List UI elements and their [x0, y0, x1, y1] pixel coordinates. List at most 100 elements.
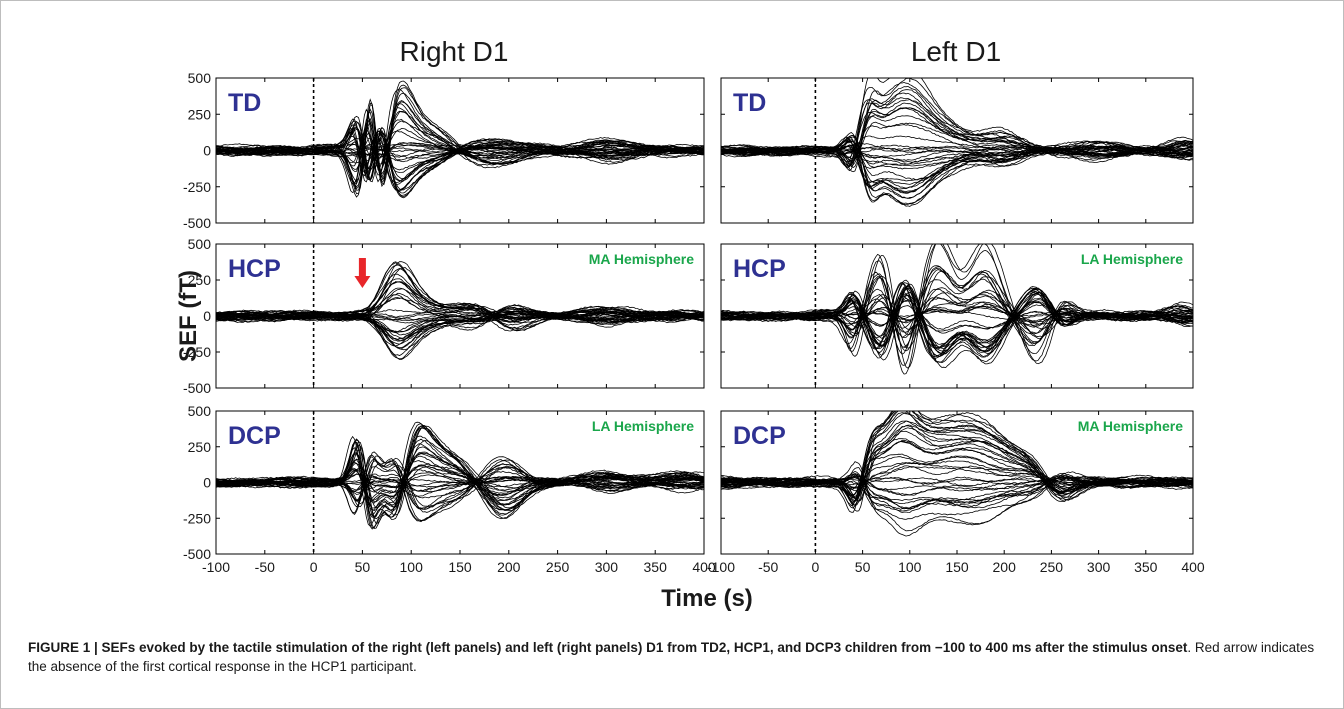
red-arrow-icon — [354, 258, 371, 288]
series-line — [216, 435, 704, 516]
series-line — [721, 136, 1193, 199]
x-tick-label: 200 — [497, 559, 521, 575]
series-line — [721, 148, 1193, 163]
group-label-dcp: DCP — [228, 422, 281, 450]
x-tick-label: 300 — [1087, 559, 1111, 575]
y-tick-label: 250 — [188, 272, 212, 288]
x-tick-label: 50 — [355, 559, 371, 575]
series-line — [721, 412, 1193, 504]
y-tick-label: 500 — [188, 236, 212, 252]
series-line — [216, 288, 704, 323]
series-line — [721, 97, 1193, 167]
waveform-traces — [216, 80, 704, 199]
x-tick-label: 350 — [1134, 559, 1158, 575]
series-line — [216, 92, 704, 190]
x-tick-label: -100 — [202, 559, 230, 575]
group-label-td: TD — [733, 89, 766, 117]
caption-rest: . Red arrow indicates the absence of the… — [28, 640, 1315, 674]
y-tick-label: 0 — [203, 143, 211, 159]
y-tick-label: -500 — [183, 215, 211, 231]
waveform-traces — [721, 244, 1193, 375]
y-tick-label: 500 — [188, 70, 212, 86]
hemisphere-label: LA Hemisphere — [592, 418, 694, 434]
series-line — [216, 278, 704, 319]
series-line — [721, 453, 1193, 490]
series-line — [216, 427, 704, 518]
group-label-hcp: HCP — [228, 255, 281, 283]
y-tick-label: -250 — [183, 344, 211, 360]
series-line — [721, 424, 1193, 502]
series-line — [216, 84, 704, 191]
series-line — [216, 126, 704, 194]
y-tick-label: -250 — [183, 179, 211, 195]
y-tick-label: 0 — [203, 475, 211, 491]
x-tick-label: -100 — [707, 559, 735, 575]
series-line — [216, 110, 704, 182]
series-line — [216, 118, 704, 169]
hemisphere-label: LA Hemisphere — [1081, 251, 1183, 267]
series-line — [216, 261, 704, 332]
y-axis-label: SEF (fT) — [175, 270, 202, 362]
series-line — [216, 464, 704, 501]
series-line — [216, 128, 704, 180]
group-label-dcp: DCP — [733, 422, 786, 450]
series-line — [721, 287, 1193, 364]
series-line — [216, 455, 704, 513]
series-line — [216, 454, 704, 522]
waveform-traces — [721, 411, 1193, 537]
y-tick-label: 500 — [188, 403, 212, 419]
series-line — [216, 103, 704, 184]
x-tick-label: 300 — [595, 559, 619, 575]
series-line — [721, 420, 1193, 503]
column-title-right-d1: Right D1 — [400, 36, 509, 67]
series-line — [216, 127, 704, 182]
series-line — [216, 122, 704, 198]
series-line — [216, 131, 704, 183]
series-line — [216, 311, 704, 324]
column-title-left-d1: Left D1 — [911, 36, 1001, 67]
hemisphere-label: MA Hemisphere — [589, 251, 695, 267]
series-line — [721, 144, 1193, 155]
series-line — [216, 426, 704, 520]
waveform-traces — [216, 261, 704, 360]
y-tick-label: -250 — [183, 510, 211, 526]
series-line — [216, 311, 704, 342]
x-tick-label: 0 — [310, 559, 318, 575]
figure-caption: FIGURE 1 | SEFs evoked by the tactile st… — [28, 638, 1328, 676]
x-tick-label: 250 — [546, 559, 570, 575]
x-tick-label: -50 — [255, 559, 275, 575]
series-line — [721, 283, 1193, 369]
x-axis-label: Time (s) — [661, 585, 753, 612]
y-tick-label: -500 — [183, 546, 211, 562]
waveform-traces — [721, 78, 1193, 207]
y-tick-label: 250 — [188, 106, 212, 122]
series-line — [216, 87, 704, 195]
series-line — [216, 297, 704, 319]
x-tick-label: 250 — [1040, 559, 1064, 575]
x-tick-label: 150 — [945, 559, 969, 575]
series-line — [721, 460, 1193, 490]
waveform-traces — [216, 421, 704, 530]
series-line — [216, 309, 704, 321]
series-line — [216, 120, 704, 170]
series-line — [721, 286, 1193, 358]
series-line — [216, 120, 704, 196]
x-tick-label: 50 — [855, 559, 871, 575]
x-tick-label: 400 — [1181, 559, 1205, 575]
x-tick-label: 0 — [812, 559, 820, 575]
x-tick-label: 350 — [644, 559, 668, 575]
x-tick-label: 150 — [448, 559, 472, 575]
series-line — [216, 88, 704, 193]
series-line — [721, 266, 1193, 348]
caption-lead: FIGURE 1 | SEFs evoked by the tactile st… — [28, 640, 1188, 655]
y-tick-label: -500 — [183, 380, 211, 396]
hemisphere-label: MA Hemisphere — [1078, 418, 1184, 434]
series-line — [216, 281, 704, 322]
series-line — [721, 430, 1193, 503]
x-tick-label: 100 — [898, 559, 922, 575]
x-tick-label: 400 — [692, 559, 716, 575]
group-label-hcp: HCP — [733, 255, 786, 283]
series-line — [721, 279, 1193, 363]
series-line — [721, 269, 1193, 352]
